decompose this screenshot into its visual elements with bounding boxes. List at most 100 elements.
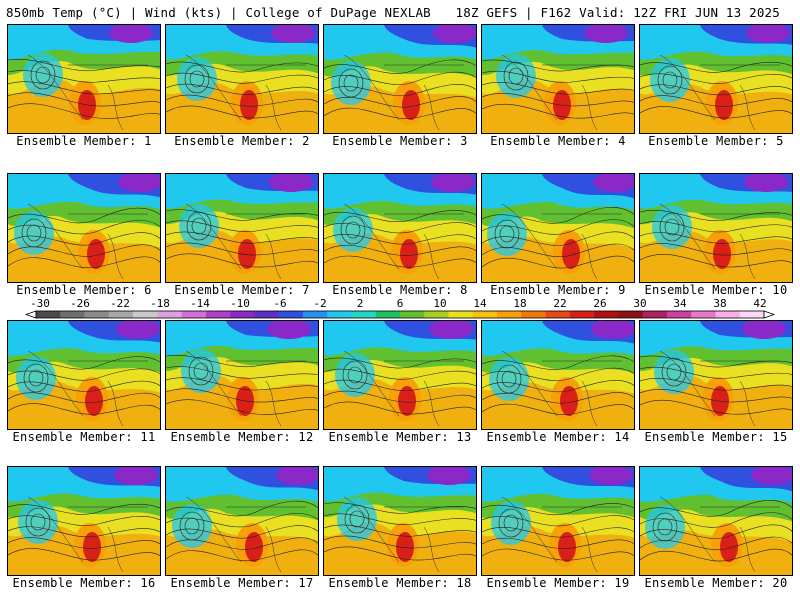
temperature-field — [8, 321, 160, 429]
temperature-field — [482, 321, 634, 429]
temperature-field — [8, 25, 160, 133]
ensemble-member-map — [165, 320, 319, 430]
temperature-field — [640, 25, 792, 133]
temperature-field — [640, 174, 792, 282]
colorbar-tick-label: 42 — [753, 297, 767, 310]
ensemble-member-label: Ensemble Member: 17 — [170, 576, 314, 590]
colorbar-tick-label: 2 — [356, 297, 364, 310]
colorbar-swatch — [424, 311, 449, 318]
colorbar-max-arrow — [763, 310, 776, 319]
ensemble-member-label: Ensemble Member: 5 — [648, 134, 784, 148]
colorbar-swatch — [375, 311, 401, 318]
ensemble-member-map — [481, 24, 635, 134]
colorbar-tick-label: -6 — [273, 297, 287, 310]
temperature-field — [166, 467, 318, 575]
temperature-field — [640, 467, 792, 575]
temperature-field — [324, 467, 476, 575]
ensemble-member-label: Ensemble Member: 6 — [16, 283, 152, 297]
colorbar-tick-label: -2 — [313, 297, 327, 310]
temperature-field — [166, 321, 318, 429]
colorbar-swatch — [351, 311, 377, 318]
ensemble-member-label: Ensemble Member: 1 — [16, 134, 152, 148]
temperature-field — [8, 467, 160, 575]
colorbar-tick-label: 22 — [553, 297, 567, 310]
temperature-field — [324, 321, 476, 429]
ensemble-member-map — [481, 466, 635, 576]
colorbar-tick-label: 6 — [396, 297, 404, 310]
ensemble-member-map — [323, 320, 477, 430]
colorbar-min-arrow — [24, 310, 37, 319]
ensemble-member-map — [639, 24, 793, 134]
colorbar-swatch — [302, 311, 328, 318]
colorbar-swatch — [618, 311, 643, 318]
temperature-field — [482, 25, 634, 133]
colorbar-swatch — [715, 311, 741, 318]
colorbar-tick-label: 34 — [673, 297, 687, 310]
colorbar-swatch — [545, 311, 571, 318]
ensemble-member-map — [323, 24, 477, 134]
colorbar-tick-label: 18 — [513, 297, 527, 310]
ensemble-member-label: Ensemble Member: 3 — [332, 134, 468, 148]
colorbar-swatch — [666, 311, 692, 318]
colorbar-tick-label: -26 — [70, 297, 90, 310]
colorbar-swatch — [448, 311, 474, 318]
colorbar-swatch — [472, 311, 498, 318]
colorbar-swatch — [739, 311, 765, 318]
ensemble-member-label: Ensemble Member: 18 — [328, 576, 472, 590]
temperature-field — [8, 174, 160, 282]
ensemble-member-map — [639, 466, 793, 576]
colorbar-tick-label: -18 — [150, 297, 170, 310]
ensemble-member-label: Ensemble Member: 8 — [332, 283, 468, 297]
temperature-field — [324, 174, 476, 282]
temperature-field — [166, 174, 318, 282]
colorbar-swatch — [108, 311, 134, 318]
ensemble-member-map — [323, 466, 477, 576]
temperature-field — [482, 174, 634, 282]
ensemble-member-map — [323, 173, 477, 283]
colorbar-swatch — [400, 311, 425, 318]
temperature-field — [482, 467, 634, 575]
ensemble-member-map — [7, 24, 161, 134]
ensemble-member-map — [7, 173, 161, 283]
colorbar-swatch — [60, 311, 85, 318]
colorbar-tick-label: -22 — [110, 297, 130, 310]
ensemble-member-label: Ensemble Member: 12 — [170, 430, 314, 444]
ensemble-member-map — [481, 320, 635, 430]
ensemble-member-label: Ensemble Member: 16 — [12, 576, 156, 590]
ensemble-member-map — [165, 466, 319, 576]
colorbar-swatch — [157, 311, 182, 318]
colorbar-tick-label: -30 — [30, 297, 50, 310]
map-title: 850mb Temp (°C) | Wind (kts) | College o… — [6, 5, 431, 20]
colorbar-swatch — [327, 311, 352, 318]
colorbar-tick-label: 10 — [433, 297, 447, 310]
ensemble-member-map — [639, 320, 793, 430]
colorbar-swatch — [521, 311, 546, 318]
ensemble-member-map — [7, 320, 161, 430]
colorbar-tick-label: 26 — [593, 297, 607, 310]
ensemble-member-label: Ensemble Member: 10 — [644, 283, 788, 297]
colorbar-swatch — [497, 311, 522, 318]
ensemble-member-label: Ensemble Member: 19 — [486, 576, 630, 590]
temperature-field — [324, 25, 476, 133]
colorbar-swatch — [84, 311, 110, 318]
ensemble-member-map — [165, 24, 319, 134]
colorbar-swatch — [254, 311, 279, 318]
colorbar-swatch — [569, 311, 595, 318]
ensemble-member-map — [639, 173, 793, 283]
ensemble-member-label: Ensemble Member: 7 — [174, 283, 310, 297]
colorbar-tick-label: -14 — [190, 297, 210, 310]
run-valid-time: 18Z GEFS | F162 Valid: 12Z FRI JUN 13 20… — [455, 5, 780, 20]
colorbar-swatch — [36, 311, 61, 318]
colorbar-swatch — [642, 311, 668, 318]
ensemble-member-label: Ensemble Member: 4 — [490, 134, 626, 148]
ensemble-member-label: Ensemble Member: 11 — [12, 430, 156, 444]
colorbar-swatch — [278, 311, 304, 318]
ensemble-member-label: Ensemble Member: 15 — [644, 430, 788, 444]
ensemble-member-label: Ensemble Member: 14 — [486, 430, 630, 444]
ensemble-member-label: Ensemble Member: 9 — [490, 283, 626, 297]
colorbar-swatch — [133, 311, 158, 318]
colorbar-swatch — [230, 311, 255, 318]
colorbar-swatch — [181, 311, 207, 318]
colorbar-tick-label: -10 — [230, 297, 250, 310]
colorbar-swatch — [691, 311, 716, 318]
